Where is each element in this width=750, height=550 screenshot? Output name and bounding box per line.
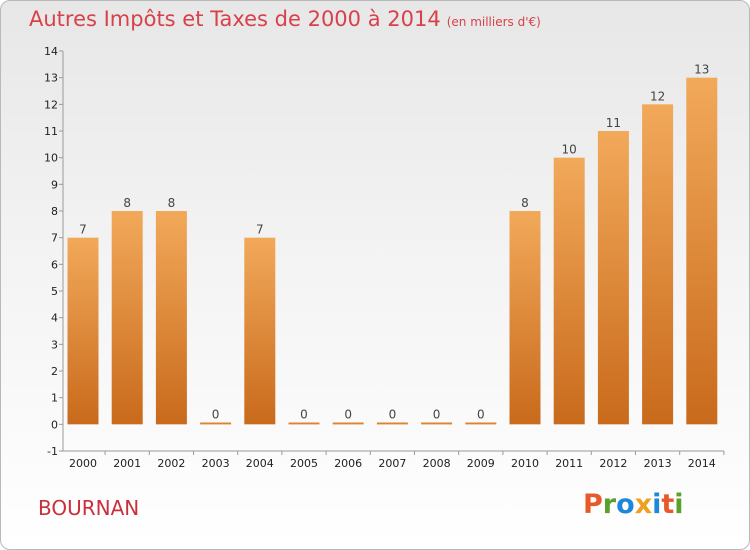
y-tick-label: 9 [51, 178, 58, 191]
commune-name: BOURNAN [38, 496, 140, 520]
y-tick-label: 14 [44, 45, 58, 58]
bar-2008 [421, 422, 453, 425]
value-label-2003: 0 [212, 407, 220, 421]
x-tick-label: 2014 [688, 457, 716, 470]
bar-2005 [288, 422, 320, 425]
y-tick-label: 0 [51, 418, 58, 431]
proxiti-logo[interactable]: Proxiti [583, 489, 684, 520]
value-label-2012: 11 [606, 116, 621, 130]
bar-2003 [200, 422, 232, 425]
chart-title-main: Autres Impôts et Taxes de 2000 à 2014 [29, 7, 441, 31]
y-tick-label: -1 [47, 445, 58, 458]
x-tick-label: 2004 [246, 457, 274, 470]
x-tick-label: 2006 [334, 457, 362, 470]
bar-2011 [553, 157, 585, 425]
x-tick-label: 2012 [599, 457, 627, 470]
value-label-2002: 8 [168, 196, 176, 210]
y-tick-label: 1 [51, 392, 58, 405]
chart-title: Autres Impôts et Taxes de 2000 à 2014 (en… [29, 7, 541, 31]
bar-2004 [244, 237, 276, 425]
chart-bars [67, 77, 718, 425]
y-tick-label: 2 [51, 365, 58, 378]
x-tick-label: 2011 [555, 457, 583, 470]
value-label-2000: 7 [79, 223, 87, 237]
bar-2001 [111, 211, 143, 425]
x-tick-label: 2010 [511, 457, 539, 470]
logo-letter: i [674, 489, 684, 520]
logo-letter: o [616, 489, 635, 520]
y-tick-label: 13 [44, 72, 58, 85]
logo-letter: i [652, 489, 662, 520]
logo-letter: r [602, 489, 617, 520]
value-label-2014: 13 [694, 63, 709, 77]
y-tick-label: 10 [44, 152, 58, 165]
y-tick-label: 6 [51, 258, 58, 271]
y-tick-label: 4 [51, 312, 58, 325]
value-label-2009: 0 [477, 407, 485, 421]
x-tick-label: 2007 [378, 457, 406, 470]
x-tick-label: 2009 [467, 457, 495, 470]
value-label-2011: 10 [562, 143, 577, 157]
y-tick-label: 12 [44, 98, 58, 111]
y-tick-label: 3 [51, 338, 58, 351]
chart-value-labels: 7 8 8 0 7 0 0 0 0 0 8 10 11 12 13 [79, 63, 709, 422]
value-label-2005: 0 [300, 407, 308, 421]
y-tick-label: 7 [51, 232, 58, 245]
logo-letter: x [634, 489, 653, 520]
chart-title-unit: (en milliers d'€) [446, 15, 541, 29]
bar-2000 [67, 237, 99, 425]
bar-2012 [597, 131, 629, 425]
value-label-2001: 8 [123, 196, 131, 210]
value-label-2008: 0 [433, 407, 441, 421]
bar-2014 [686, 77, 718, 425]
y-tick-label: 8 [51, 205, 58, 218]
bar-2010 [509, 211, 541, 425]
bar-2009 [465, 422, 497, 425]
y-tick-label: 11 [44, 125, 58, 138]
value-label-2007: 0 [389, 407, 397, 421]
x-tick-label: 2002 [157, 457, 185, 470]
bar-2002 [155, 211, 187, 425]
x-tick-label: 2003 [202, 457, 230, 470]
x-tick-label: 2008 [423, 457, 451, 470]
value-label-2010: 8 [521, 196, 529, 210]
bar-2007 [376, 422, 408, 425]
y-tick-label: 5 [51, 285, 58, 298]
x-tick-label: 2000 [69, 457, 97, 470]
value-label-2006: 0 [344, 407, 352, 421]
value-label-2013: 12 [650, 89, 665, 103]
x-tick-label: 2005 [290, 457, 318, 470]
x-tick-label: 2001 [113, 457, 141, 470]
value-label-2004: 7 [256, 223, 264, 237]
bar-2006 [332, 422, 364, 425]
bar-2013 [642, 104, 674, 425]
logo-letter: P [583, 489, 603, 520]
logo-letter: t [661, 489, 675, 520]
x-tick-label: 2013 [644, 457, 672, 470]
